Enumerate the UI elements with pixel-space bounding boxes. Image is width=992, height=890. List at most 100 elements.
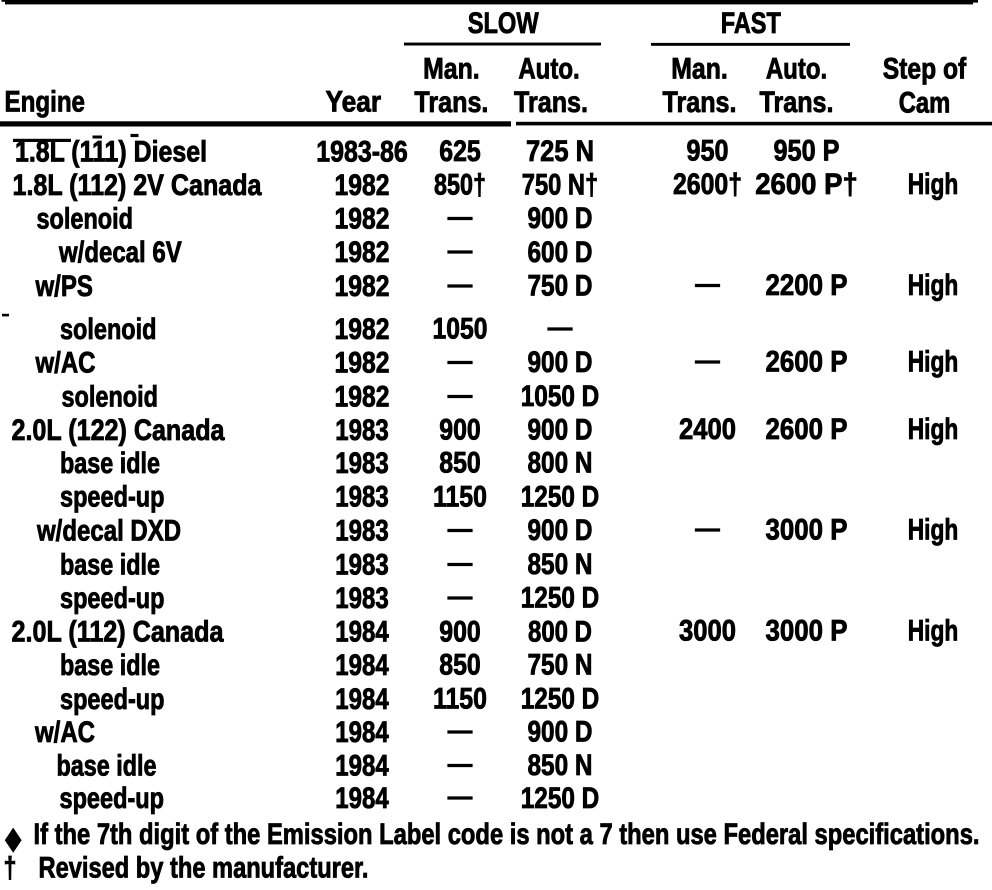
svg-text:—: —: [448, 714, 473, 747]
svg-text:1984: 1984: [335, 749, 389, 782]
svg-text:1150: 1150: [433, 683, 487, 716]
svg-text:—: —: [695, 344, 720, 377]
svg-text:base idle: base idle: [60, 549, 160, 582]
svg-text:750 D: 750 D: [528, 270, 593, 303]
svg-text:—: —: [448, 513, 473, 546]
svg-text:1984: 1984: [335, 716, 389, 749]
svg-text:—: —: [448, 345, 473, 378]
svg-text:750 N†: 750 N†: [522, 169, 599, 202]
svg-text:850 N: 850 N: [528, 749, 593, 782]
svg-text:base idle: base idle: [57, 749, 157, 782]
svg-text:—: —: [448, 580, 473, 613]
svg-text:Revised by the manufacturer.: Revised by the manufacturer.: [39, 851, 369, 884]
svg-text:solenoid: solenoid: [62, 380, 159, 413]
svg-text:2.0L (122) Canada: 2.0L (122) Canada: [12, 414, 225, 447]
svg-text:Trans.: Trans.: [514, 86, 588, 119]
svg-text:1250 D: 1250 D: [521, 582, 600, 615]
svg-text:725 N: 725 N: [526, 135, 594, 168]
svg-text:speed-up: speed-up: [60, 683, 165, 716]
svg-text:1983-86: 1983-86: [316, 136, 408, 169]
svg-text:High: High: [908, 269, 959, 302]
svg-text:High: High: [908, 346, 959, 379]
svg-text:base idle: base idle: [60, 447, 160, 480]
svg-text:1984: 1984: [335, 649, 389, 682]
svg-text:—: —: [448, 234, 473, 267]
svg-text:2400: 2400: [679, 413, 736, 446]
svg-text:w/AC: w/AC: [35, 347, 96, 380]
svg-text:1983: 1983: [335, 447, 388, 480]
svg-text:800 D: 800 D: [528, 615, 592, 648]
svg-text:1.8L (111) Diesel: 1.8L (111) Diesel: [15, 136, 207, 169]
svg-text:If the 7th digit of the Emissi: If the 7th digit of the Emission Label c…: [34, 818, 980, 851]
svg-text:Man.: Man.: [671, 53, 728, 86]
svg-text:base idle: base idle: [60, 649, 160, 682]
svg-text:900 D: 900 D: [528, 346, 593, 379]
svg-text:2600 P: 2600 P: [766, 346, 848, 379]
svg-text:850†: 850†: [434, 169, 486, 202]
svg-text:850: 850: [439, 447, 481, 480]
svg-text:1982: 1982: [335, 313, 390, 346]
svg-text:850: 850: [439, 649, 481, 682]
svg-text:3000: 3000: [679, 615, 736, 648]
svg-text:Trans.: Trans.: [414, 86, 488, 119]
svg-text:Man.: Man.: [423, 53, 480, 86]
svg-text:†: †: [4, 852, 17, 885]
svg-text:1982: 1982: [335, 380, 390, 413]
svg-text:1984: 1984: [335, 683, 389, 716]
svg-text:1.8L (112) 2V Canada: 1.8L (112) 2V Canada: [13, 169, 262, 202]
svg-text:—: —: [548, 311, 573, 344]
svg-text:—: —: [448, 268, 473, 301]
svg-text:1982: 1982: [335, 236, 390, 269]
svg-text:1983: 1983: [335, 515, 388, 548]
svg-text:Cam: Cam: [899, 87, 951, 120]
svg-text:1250 D: 1250 D: [521, 782, 600, 815]
svg-text:speed-up: speed-up: [60, 582, 165, 615]
svg-text:1050 D: 1050 D: [521, 380, 600, 413]
svg-text:1983: 1983: [335, 481, 388, 514]
svg-text:625: 625: [439, 135, 481, 168]
svg-text:1982: 1982: [335, 169, 390, 202]
svg-text:speed-up: speed-up: [60, 782, 165, 815]
svg-text:High: High: [908, 615, 959, 648]
svg-text:2600†: 2600†: [673, 168, 742, 201]
svg-text:900 D: 900 D: [528, 514, 593, 547]
svg-text:1984: 1984: [335, 616, 389, 649]
svg-text:1982: 1982: [335, 270, 390, 303]
svg-text:1250 D: 1250 D: [521, 683, 600, 716]
svg-text:High: High: [908, 413, 959, 446]
svg-text:1983: 1983: [335, 582, 388, 615]
svg-text:—: —: [448, 747, 473, 780]
svg-text:2200 P: 2200 P: [766, 269, 848, 302]
svg-text:w/PS: w/PS: [35, 270, 93, 303]
svg-text:1250 D: 1250 D: [521, 480, 600, 513]
svg-text:2600 P†: 2600 P†: [755, 168, 858, 201]
svg-text:Year: Year: [326, 85, 382, 118]
svg-text:3000 P: 3000 P: [766, 615, 848, 648]
svg-text:w/decal 6V: w/decal 6V: [58, 236, 181, 269]
svg-text:1984: 1984: [335, 782, 389, 815]
svg-text:SLOW: SLOW: [468, 7, 540, 40]
svg-text:Trans.: Trans.: [760, 86, 834, 119]
svg-text:800 N: 800 N: [528, 447, 593, 480]
svg-text:—: —: [448, 780, 473, 813]
svg-text:High: High: [908, 168, 959, 201]
svg-text:1982: 1982: [335, 347, 390, 380]
svg-text:—: —: [448, 201, 473, 234]
svg-text:900 D: 900 D: [528, 414, 593, 447]
svg-text:600 D: 600 D: [528, 236, 593, 269]
svg-text:2600 P: 2600 P: [766, 413, 848, 446]
svg-text:w/AC: w/AC: [34, 716, 95, 749]
svg-text:1983: 1983: [335, 549, 388, 582]
svg-text:900: 900: [439, 615, 481, 648]
svg-text:850 N: 850 N: [528, 548, 593, 581]
svg-text:950: 950: [687, 135, 729, 168]
svg-text:900 D: 900 D: [528, 202, 593, 235]
svg-text:Auto.: Auto.: [766, 53, 827, 86]
svg-text:1983: 1983: [335, 414, 388, 447]
svg-text:Trans.: Trans.: [663, 86, 737, 119]
svg-text:1150: 1150: [433, 480, 487, 513]
svg-text:Step of: Step of: [883, 53, 967, 86]
svg-text:solenoid: solenoid: [60, 313, 157, 346]
svg-text:2.0L (112) Canada: 2.0L (112) Canada: [12, 616, 224, 649]
svg-text:900: 900: [439, 414, 481, 447]
